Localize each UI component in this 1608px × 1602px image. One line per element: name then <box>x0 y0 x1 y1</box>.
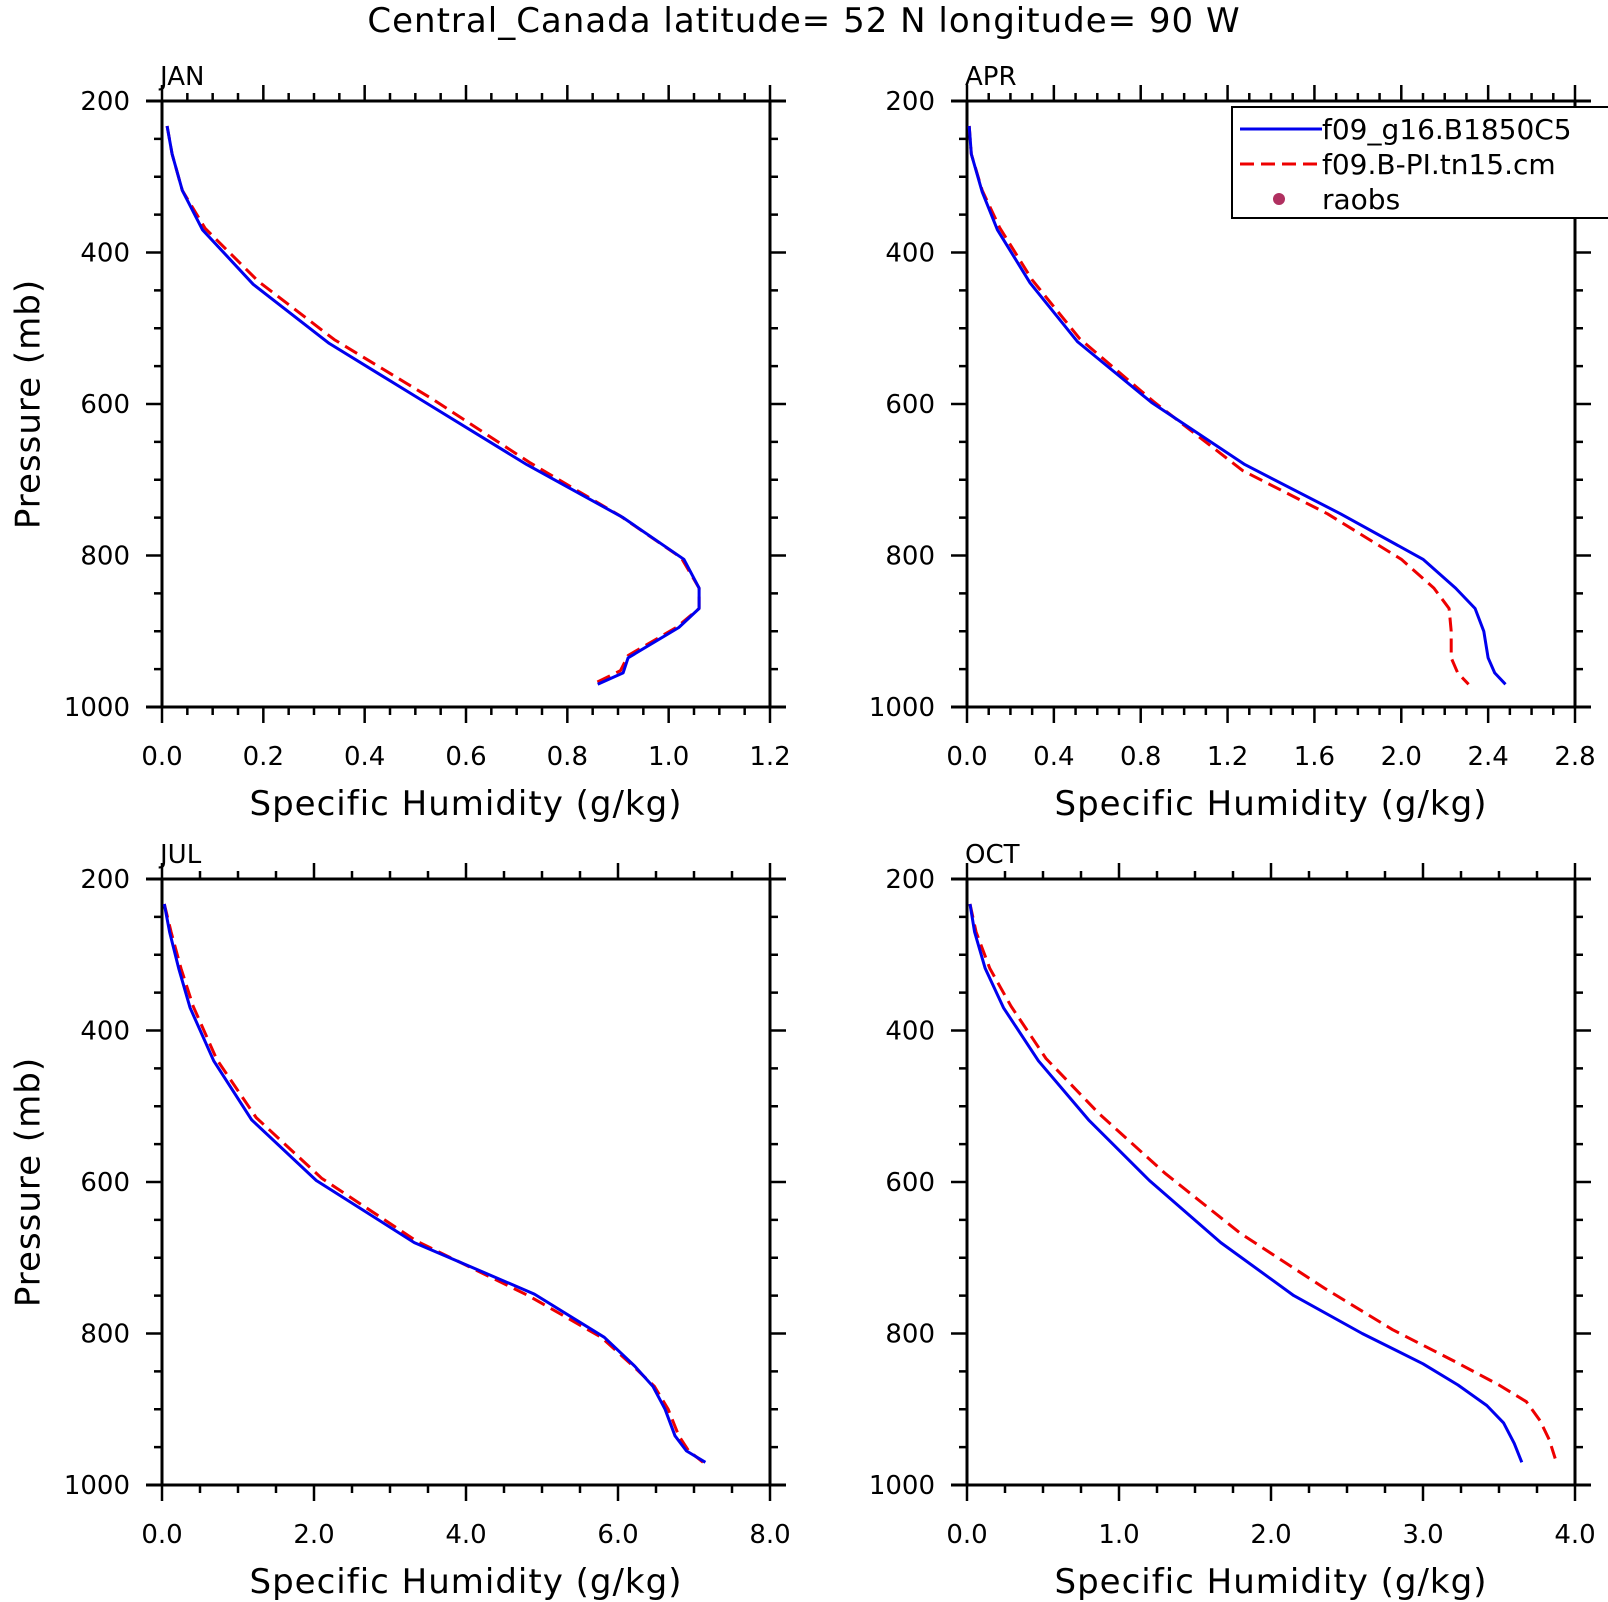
y-tick-label: 400 <box>80 239 130 269</box>
legend-label: f09_g16.B1850C5 <box>1322 113 1572 146</box>
series-line-f09-g16-b1850c5 <box>162 903 707 1464</box>
x-axis-label: Specific Humidity (g/kg) <box>1055 1562 1488 1602</box>
x-tick-label: 2.0 <box>293 1520 334 1550</box>
y-tick-label: 600 <box>80 390 130 420</box>
x-tick-label: 2.8 <box>1554 742 1595 772</box>
x-tick-label: 0.0 <box>946 742 987 772</box>
y-tick-label: 200 <box>885 865 935 895</box>
series-line-f09-b-pi-tn15-cm <box>165 125 701 686</box>
x-tick-label: 1.6 <box>1294 742 1335 772</box>
y-tick-label: 800 <box>80 542 130 572</box>
series-line-f09-b-pi-tn15-cm <box>968 903 1557 1459</box>
y-tick-label: 400 <box>885 239 935 269</box>
x-tick-label: 0.8 <box>1120 742 1161 772</box>
series-line-f09-b-pi-tn15-cm <box>967 125 1470 686</box>
panel-apr: 200 400 600 800 1000 0.0 0.4 0.8 1.2 1.6 2.0 2.4 2.8… <box>869 62 1596 824</box>
x-tick-label: 2.4 <box>1467 742 1508 772</box>
series-line-f09-b-pi-tn15-cm <box>162 903 705 1464</box>
x-tick-label: 4.0 <box>445 1520 486 1550</box>
series-line-f09-g16-b1850c5 <box>967 125 1507 686</box>
y-tick-label: 800 <box>885 542 935 572</box>
panel-jan: 200 400 600 800 1000 0.0 0.2 0.4 0.6 0.8 1.0 1.2 JAN… <box>9 62 791 824</box>
series-line-f09-g16-b1850c5 <box>968 903 1524 1463</box>
legend-marker-raobs <box>1273 193 1285 205</box>
x-tick-label: 0.0 <box>141 1520 182 1550</box>
x-tick-label: 1.0 <box>1098 1520 1139 1550</box>
figure-title: Central_Canada latitude= 52 N longitude=… <box>367 1 1240 41</box>
x-axis-label: Specific Humidity (g/kg) <box>250 784 683 824</box>
panel-label: JUL <box>158 840 202 870</box>
x-tick-label: 0.4 <box>344 742 385 772</box>
y-axis-label: Pressure (mb) <box>9 279 49 529</box>
x-axis-label: Specific Humidity (g/kg) <box>250 1562 683 1602</box>
x-tick-label: 2.0 <box>1250 1520 1291 1550</box>
x-tick-label: 4.0 <box>1554 1520 1595 1550</box>
y-tick-label: 200 <box>80 87 130 117</box>
y-tick-label: 400 <box>885 1017 935 1047</box>
x-tick-label: 1.0 <box>648 742 689 772</box>
panel-label: JAN <box>158 62 204 92</box>
x-tick-label: 3.0 <box>1402 1520 1443 1550</box>
x-axis-label: Specific Humidity (g/kg) <box>1055 784 1488 824</box>
y-tick-label: 1000 <box>64 693 130 723</box>
legend-label: f09.B-PI.tn15.cm <box>1322 148 1556 181</box>
x-tick-label: 0.8 <box>547 742 588 772</box>
x-tick-label: 0.2 <box>243 742 284 772</box>
panel-jul: 200 400 600 800 1000 0.0 2.0 4.0 6.0 8.0 JUL Specif… <box>9 840 791 1602</box>
x-tick-label: 0.4 <box>1033 742 1074 772</box>
legend-label: raobs <box>1322 183 1400 216</box>
x-tick-label: 1.2 <box>749 742 790 772</box>
series-line-f09-g16-b1850c5 <box>165 125 701 686</box>
x-tick-label: 0.0 <box>141 742 182 772</box>
y-tick-label: 400 <box>80 1017 130 1047</box>
x-tick-label: 6.0 <box>597 1520 638 1550</box>
x-tick-label: 2.0 <box>1381 742 1422 772</box>
x-tick-label: 0.6 <box>445 742 486 772</box>
x-tick-label: 1.2 <box>1207 742 1248 772</box>
y-tick-label: 200 <box>885 87 935 117</box>
y-axis-label: Pressure (mb) <box>9 1057 49 1307</box>
panel-label: OCT <box>965 840 1020 870</box>
panel-label: APR <box>965 62 1017 92</box>
y-tick-label: 200 <box>80 865 130 895</box>
y-tick-label: 1000 <box>64 1471 130 1501</box>
x-tick-label: 0.0 <box>946 1520 987 1550</box>
x-tick-label: 8.0 <box>749 1520 790 1550</box>
y-tick-label: 800 <box>80 1320 130 1350</box>
y-tick-label: 600 <box>885 390 935 420</box>
y-tick-label: 1000 <box>869 1471 935 1501</box>
y-tick-label: 800 <box>885 1320 935 1350</box>
y-tick-label: 600 <box>80 1168 130 1198</box>
y-tick-label: 1000 <box>869 693 935 723</box>
y-tick-label: 600 <box>885 1168 935 1198</box>
panels: 200 400 600 800 1000 0.0 0.2 0.4 0.6 0.8 1.0 1.2 JAN… <box>9 62 1596 1602</box>
panel-oct: 200 400 600 800 1000 0.0 1.0 2.0 3.0 4.0 OCT Specif… <box>869 840 1596 1602</box>
